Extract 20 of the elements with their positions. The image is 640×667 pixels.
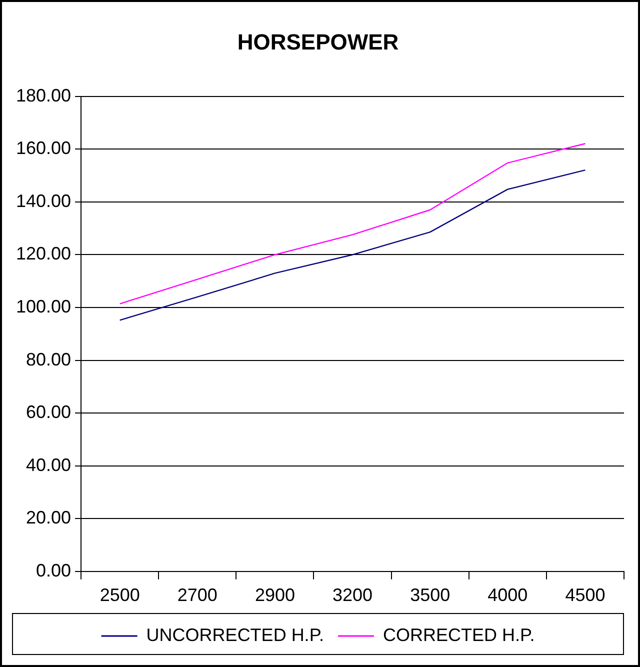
x-tick-label: 2700 — [177, 585, 218, 606]
y-tick-label: 0.00 — [36, 560, 72, 580]
y-tick-label: 180.00 — [16, 85, 72, 106]
x-tick-label: 3200 — [332, 585, 373, 606]
y-tick-label: 40.00 — [26, 454, 72, 475]
y-tick-label: 60.00 — [26, 402, 72, 422]
y-tick-label: 120.00 — [16, 244, 72, 264]
y-tick-label: 100.00 — [16, 296, 72, 316]
x-tick-label: 2500 — [100, 585, 140, 606]
y-tick-label: 80.00 — [26, 349, 72, 370]
y-tick-label: 140.00 — [16, 190, 72, 211]
y-tick-label: 20.00 — [26, 508, 72, 528]
x-tick-label: 3500 — [410, 585, 450, 606]
x-tick-label: 4500 — [565, 585, 606, 606]
chart-title: HORSEPOWER — [237, 29, 399, 54]
legend-label: CORRECTED H.P. — [383, 624, 535, 645]
legend-label: UNCORRECTED H.P. — [146, 624, 324, 645]
y-tick-label: 160.00 — [16, 138, 72, 158]
x-tick-label: 4000 — [488, 585, 528, 606]
x-tick-label: 2900 — [254, 585, 295, 606]
